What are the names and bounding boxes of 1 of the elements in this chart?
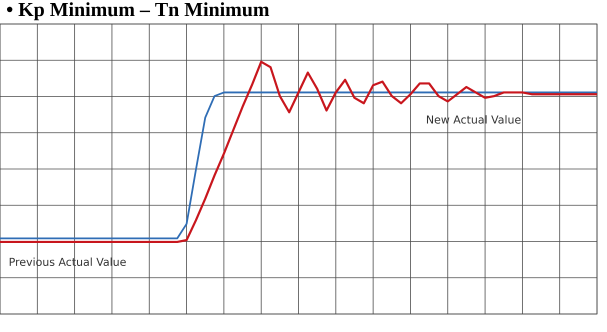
chart-title: • Kp Minimum – Tn Minimum bbox=[6, 2, 270, 20]
